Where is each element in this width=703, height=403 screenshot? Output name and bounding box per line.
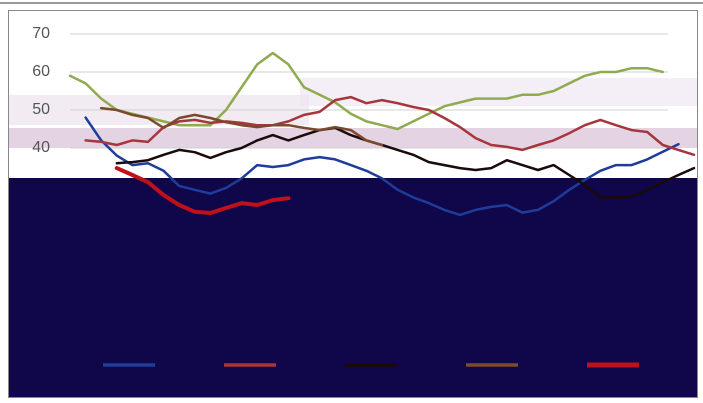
glitch-band (9, 128, 697, 148)
series-line (84, 95, 696, 157)
series-line (115, 126, 696, 199)
series-line (68, 51, 665, 131)
dark-region (9, 178, 697, 397)
y-tick-label: 40 (32, 139, 50, 156)
y-tick-label: 60 (32, 63, 50, 80)
y-tick-label: 70 (32, 25, 50, 42)
series-line (84, 116, 680, 217)
glitch-band (300, 78, 697, 106)
series-line (114, 166, 291, 215)
y-tick-label: 50 (32, 101, 50, 118)
series-line (99, 106, 384, 147)
